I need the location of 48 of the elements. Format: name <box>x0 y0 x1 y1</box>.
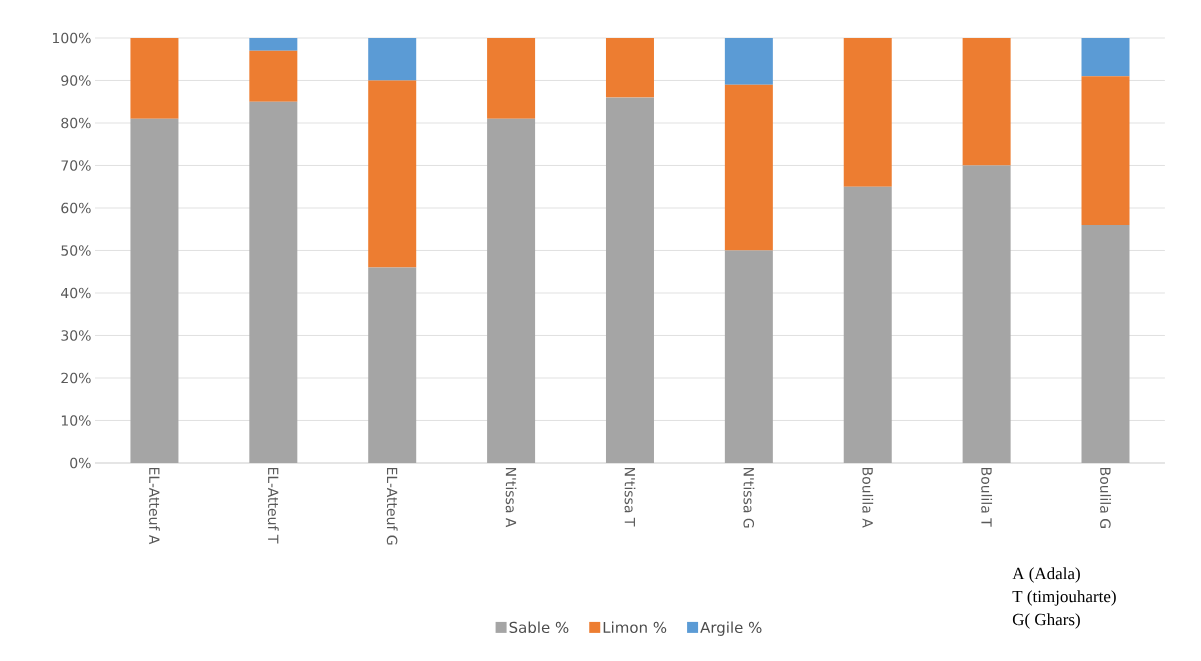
x-tick-label: EL-Atteuf G <box>386 467 398 545</box>
x-tick-label: N'tissa T <box>624 467 636 527</box>
y-tick-label: 30% <box>61 330 91 341</box>
x-tick-label: Boulila T <box>981 467 993 527</box>
y-tick-label: 40% <box>61 287 91 299</box>
bar <box>843 37 892 187</box>
bar <box>605 37 654 98</box>
x-tick-label: Boulila A <box>862 467 874 528</box>
bar <box>487 118 536 463</box>
bar <box>368 37 417 81</box>
bar <box>962 165 1011 463</box>
bar <box>249 50 298 102</box>
legend-label: Argile % <box>700 621 762 636</box>
y-tick-label: 90% <box>61 75 91 86</box>
bar <box>249 37 298 51</box>
legend-label: Sable % <box>509 621 569 634</box>
legend-label: Limon % <box>603 621 667 634</box>
bar <box>130 37 179 119</box>
bar <box>368 267 417 463</box>
x-tick-label: EL-Atteuf T <box>267 467 279 544</box>
bar <box>724 37 773 85</box>
y-tick-label: 10% <box>61 415 91 426</box>
y-tick-label: 50% <box>61 245 91 256</box>
y-tick-label: 0% <box>70 457 91 469</box>
y-tick-label: 20% <box>61 372 91 384</box>
y-tick-label: 70% <box>61 160 91 171</box>
bar <box>724 250 773 463</box>
bar <box>130 118 179 463</box>
text: T (timjouharte) <box>1012 590 1116 606</box>
bar <box>1081 76 1130 225</box>
x-tick-label: N'tissa G <box>743 467 755 528</box>
y-tick-label: 60% <box>61 202 91 214</box>
bar <box>368 80 417 268</box>
x-tick-label: Boulila G <box>1100 467 1111 528</box>
bar <box>487 37 536 119</box>
bar <box>724 84 773 251</box>
bar <box>1081 37 1130 77</box>
bar <box>605 97 654 463</box>
x-tick-label: EL-Atteuf A <box>149 467 160 545</box>
y-tick-label: 100% <box>52 32 91 44</box>
y-tick-label: 80% <box>61 117 91 129</box>
bar <box>962 37 1011 166</box>
bar <box>1081 225 1130 463</box>
text: A (Adala) <box>1012 567 1080 583</box>
bar <box>843 186 892 463</box>
bar <box>249 101 298 463</box>
x-tick-label: N'tissa A <box>505 467 517 528</box>
text: G( Ghars) <box>1012 613 1080 629</box>
